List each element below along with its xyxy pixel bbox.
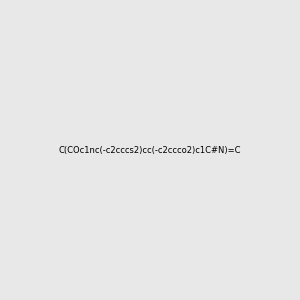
Text: C(COc1nc(-c2cccs2)cc(-c2ccco2)c1C#N)=C: C(COc1nc(-c2cccs2)cc(-c2ccco2)c1C#N)=C <box>59 146 241 154</box>
